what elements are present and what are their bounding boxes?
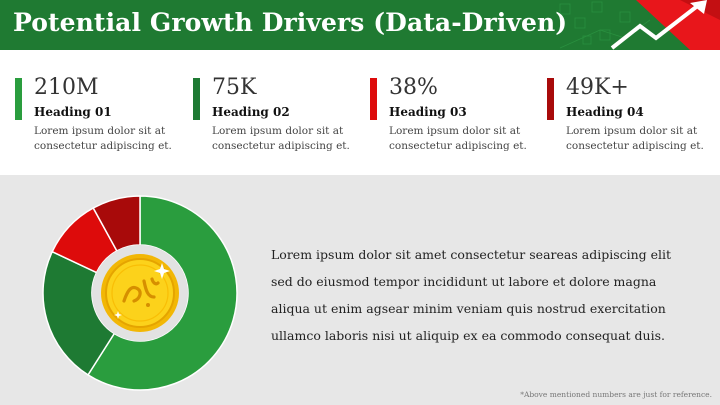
header-banner: Potential Growth Drivers (Data-Driven) xyxy=(0,0,720,50)
stat-description: Lorem ipsum dolor sit at consectetur adi… xyxy=(566,125,704,152)
stat-value: 49K+ xyxy=(566,75,629,100)
content-panel: Lorem ipsum dolor sit amet consectetur s… xyxy=(0,175,720,405)
stat-heading: Heading 01 xyxy=(34,105,112,119)
stats-row: 210M Heading 01 Lorem ipsum dolor sit at… xyxy=(0,50,720,175)
stat-card-4: 49K+ Heading 04 Lorem ipsum dolor sit at… xyxy=(547,75,717,156)
stat-color-bar xyxy=(15,78,22,120)
stat-value: 210M xyxy=(34,75,99,100)
footnote: *Above mentioned numbers are just for re… xyxy=(520,390,712,399)
stat-card-2: 75K Heading 02 Lorem ipsum dolor sit at … xyxy=(193,75,363,156)
stat-card-1: 210M Heading 01 Lorem ipsum dolor sit at… xyxy=(15,75,185,156)
stat-heading: Heading 02 xyxy=(212,105,290,119)
header-background xyxy=(0,0,720,50)
stat-value: 38% xyxy=(389,75,438,100)
stat-card-3: 38% Heading 03 Lorem ipsum dolor sit at … xyxy=(370,75,540,156)
stat-value: 75K xyxy=(212,75,257,100)
donut-chart xyxy=(42,195,238,391)
page-title: Potential Growth Drivers (Data-Driven) xyxy=(13,8,568,37)
stat-heading: Heading 03 xyxy=(389,105,467,119)
stat-description: Lorem ipsum dolor sit at consectetur adi… xyxy=(389,125,527,152)
stat-description: Lorem ipsum dolor sit at consectetur adi… xyxy=(212,125,350,152)
stat-color-bar xyxy=(547,78,554,120)
header-red-accent xyxy=(636,0,720,50)
stat-description: Lorem ipsum dolor sit at consectetur adi… xyxy=(34,125,172,152)
trend-up-arrow-icon xyxy=(610,0,707,50)
stat-heading: Heading 04 xyxy=(566,105,644,119)
body-paragraph: Lorem ipsum dolor sit amet consectetur s… xyxy=(271,247,672,343)
riyal-coin-icon xyxy=(101,254,179,332)
stat-color-bar xyxy=(193,78,200,120)
stat-color-bar xyxy=(370,78,377,120)
